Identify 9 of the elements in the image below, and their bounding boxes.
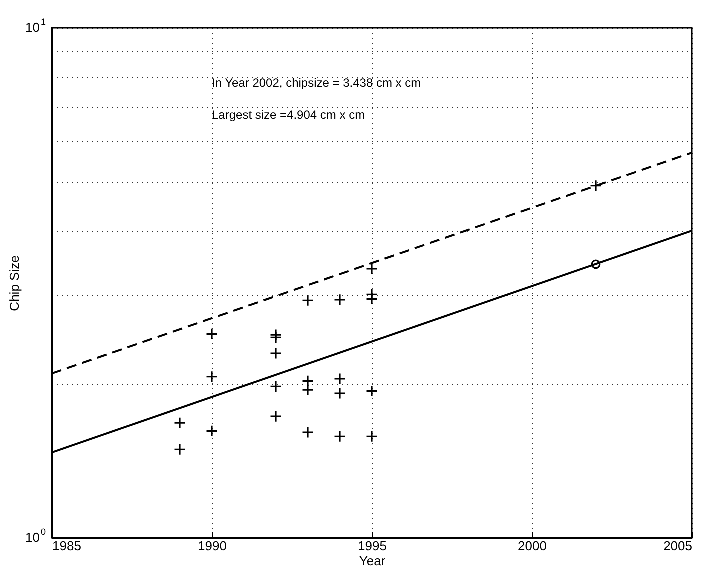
annotation: In Year 2002, chipsize = 3.438 cm x cm: [212, 76, 422, 90]
x-tick-label: 1990: [198, 538, 227, 554]
x-tick-label: 2005: [664, 538, 692, 554]
x-tick-label: 2000: [518, 538, 547, 554]
annotation: Largest size =4.904 cm x cm: [212, 108, 366, 122]
y-axis-title: Chip Size: [7, 256, 22, 312]
x-tick-label: 1985: [52, 538, 82, 554]
x-axis-title: Year: [359, 554, 386, 568]
x-tick-label: 1995: [358, 538, 387, 554]
